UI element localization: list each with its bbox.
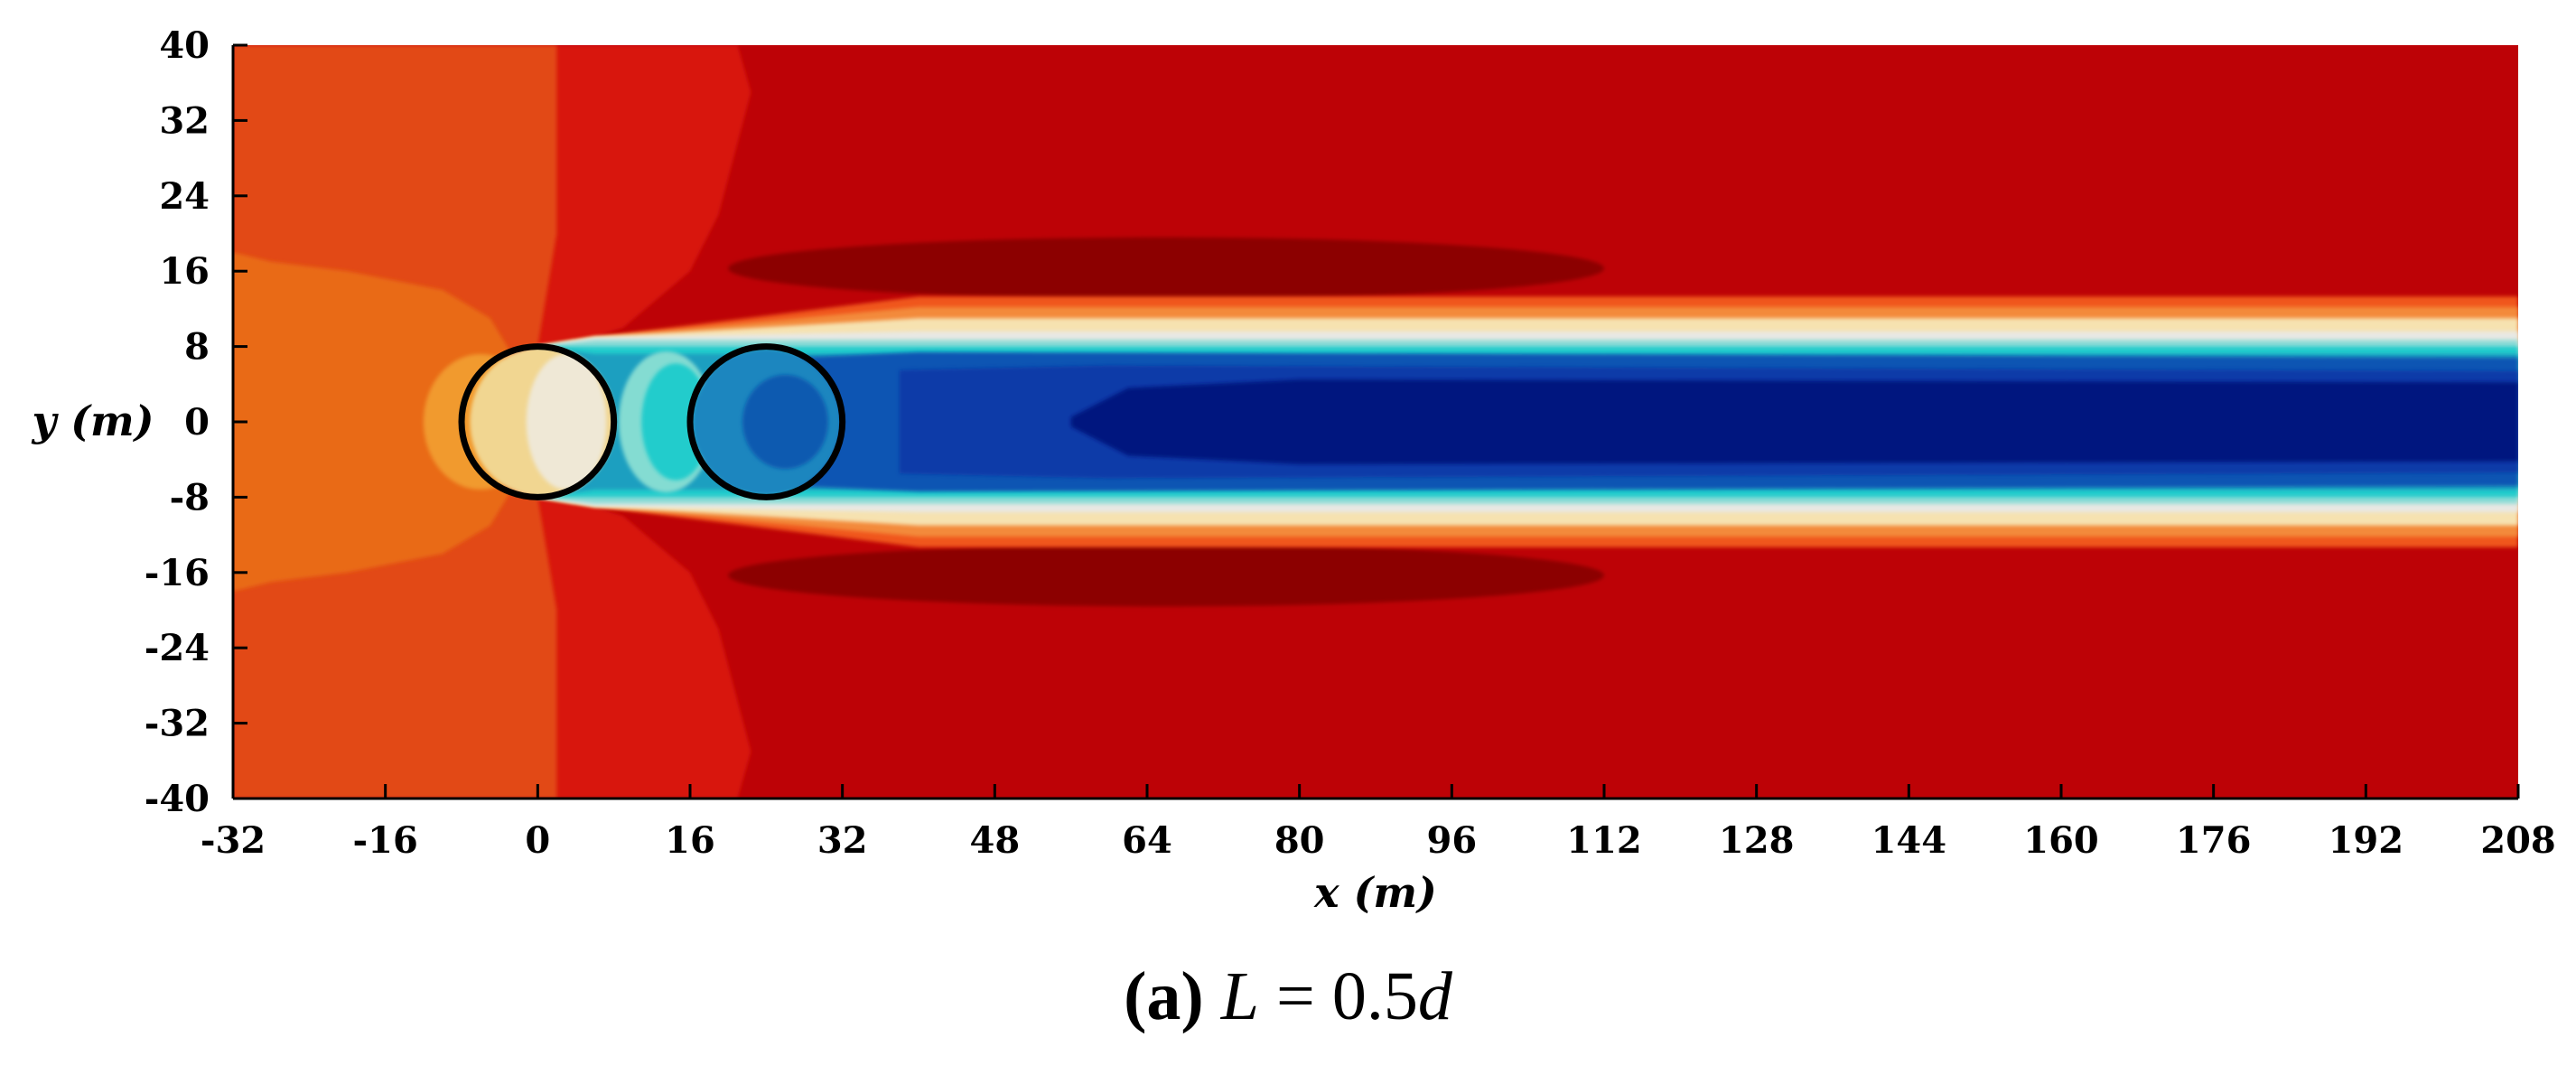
figure-caption: (a) L = 0.5d [0,958,2576,1036]
caption-equation: = 0.5 [1259,958,1418,1034]
x-tick-label: 112 [1566,819,1642,862]
x-tick-label: 208 [2480,819,2556,862]
contour-deep-red-upper [728,237,1604,300]
x-tick-label: -16 [353,819,418,862]
y-tick-label: 24 [159,175,210,218]
x-tick-label: 144 [1871,819,1947,862]
x-tick-label: 16 [665,819,715,862]
x-tick-label: 0 [525,819,550,862]
x-tick-label: -32 [201,819,266,862]
y-ticks: 40 32 24 16 8 0 -8 -16 -24 -32 -40 [145,24,247,820]
y-tick-label: 40 [159,24,210,67]
rotor-outline-2 [686,343,846,500]
caption-variable: L [1220,958,1260,1034]
x-tick-label: 160 [2023,819,2099,862]
rotor-layer [458,343,846,500]
rotor-outline-1 [458,343,618,500]
y-tick-label: -16 [145,552,210,594]
x-tick-label: 32 [817,819,868,862]
y-tick-label: -8 [170,476,210,518]
y-tick-label: -32 [145,703,210,745]
x-tick-label: 80 [1274,819,1325,862]
y-tick-label: -24 [145,627,210,669]
contour-plot-area [233,45,2518,799]
y-tick-label: 8 [184,326,210,369]
y-tick-label: 32 [159,99,210,142]
x-tick-label: 64 [1122,819,1172,862]
x-tick-label: 48 [969,819,1020,862]
x-ticks: -32 -16 0 16 32 48 64 80 96 112 128 144 160 176 192 208 [201,784,2556,862]
x-tick-label: 192 [2329,819,2404,862]
x-tick-label: 96 [1426,819,1477,862]
contour-rotor1-white [526,353,607,490]
contour-deep-red-lower [728,544,1604,607]
x-tick-label: 128 [1719,819,1795,862]
caption-label: (a) [1124,958,1204,1034]
contour-rotor2-core [742,374,828,470]
caption-diameter: d [1417,958,1452,1034]
x-tick-label: 176 [2176,819,2252,862]
x-axis-title: x (m) [1313,868,1437,917]
y-tick-label: -40 [145,778,210,820]
contour-wake-dark-blue [1070,379,2518,464]
y-tick-label: 16 [159,250,210,293]
contour-orange [233,252,519,592]
y-axis-title: y (m) [32,397,154,445]
y-tick-label: 0 [184,401,210,444]
